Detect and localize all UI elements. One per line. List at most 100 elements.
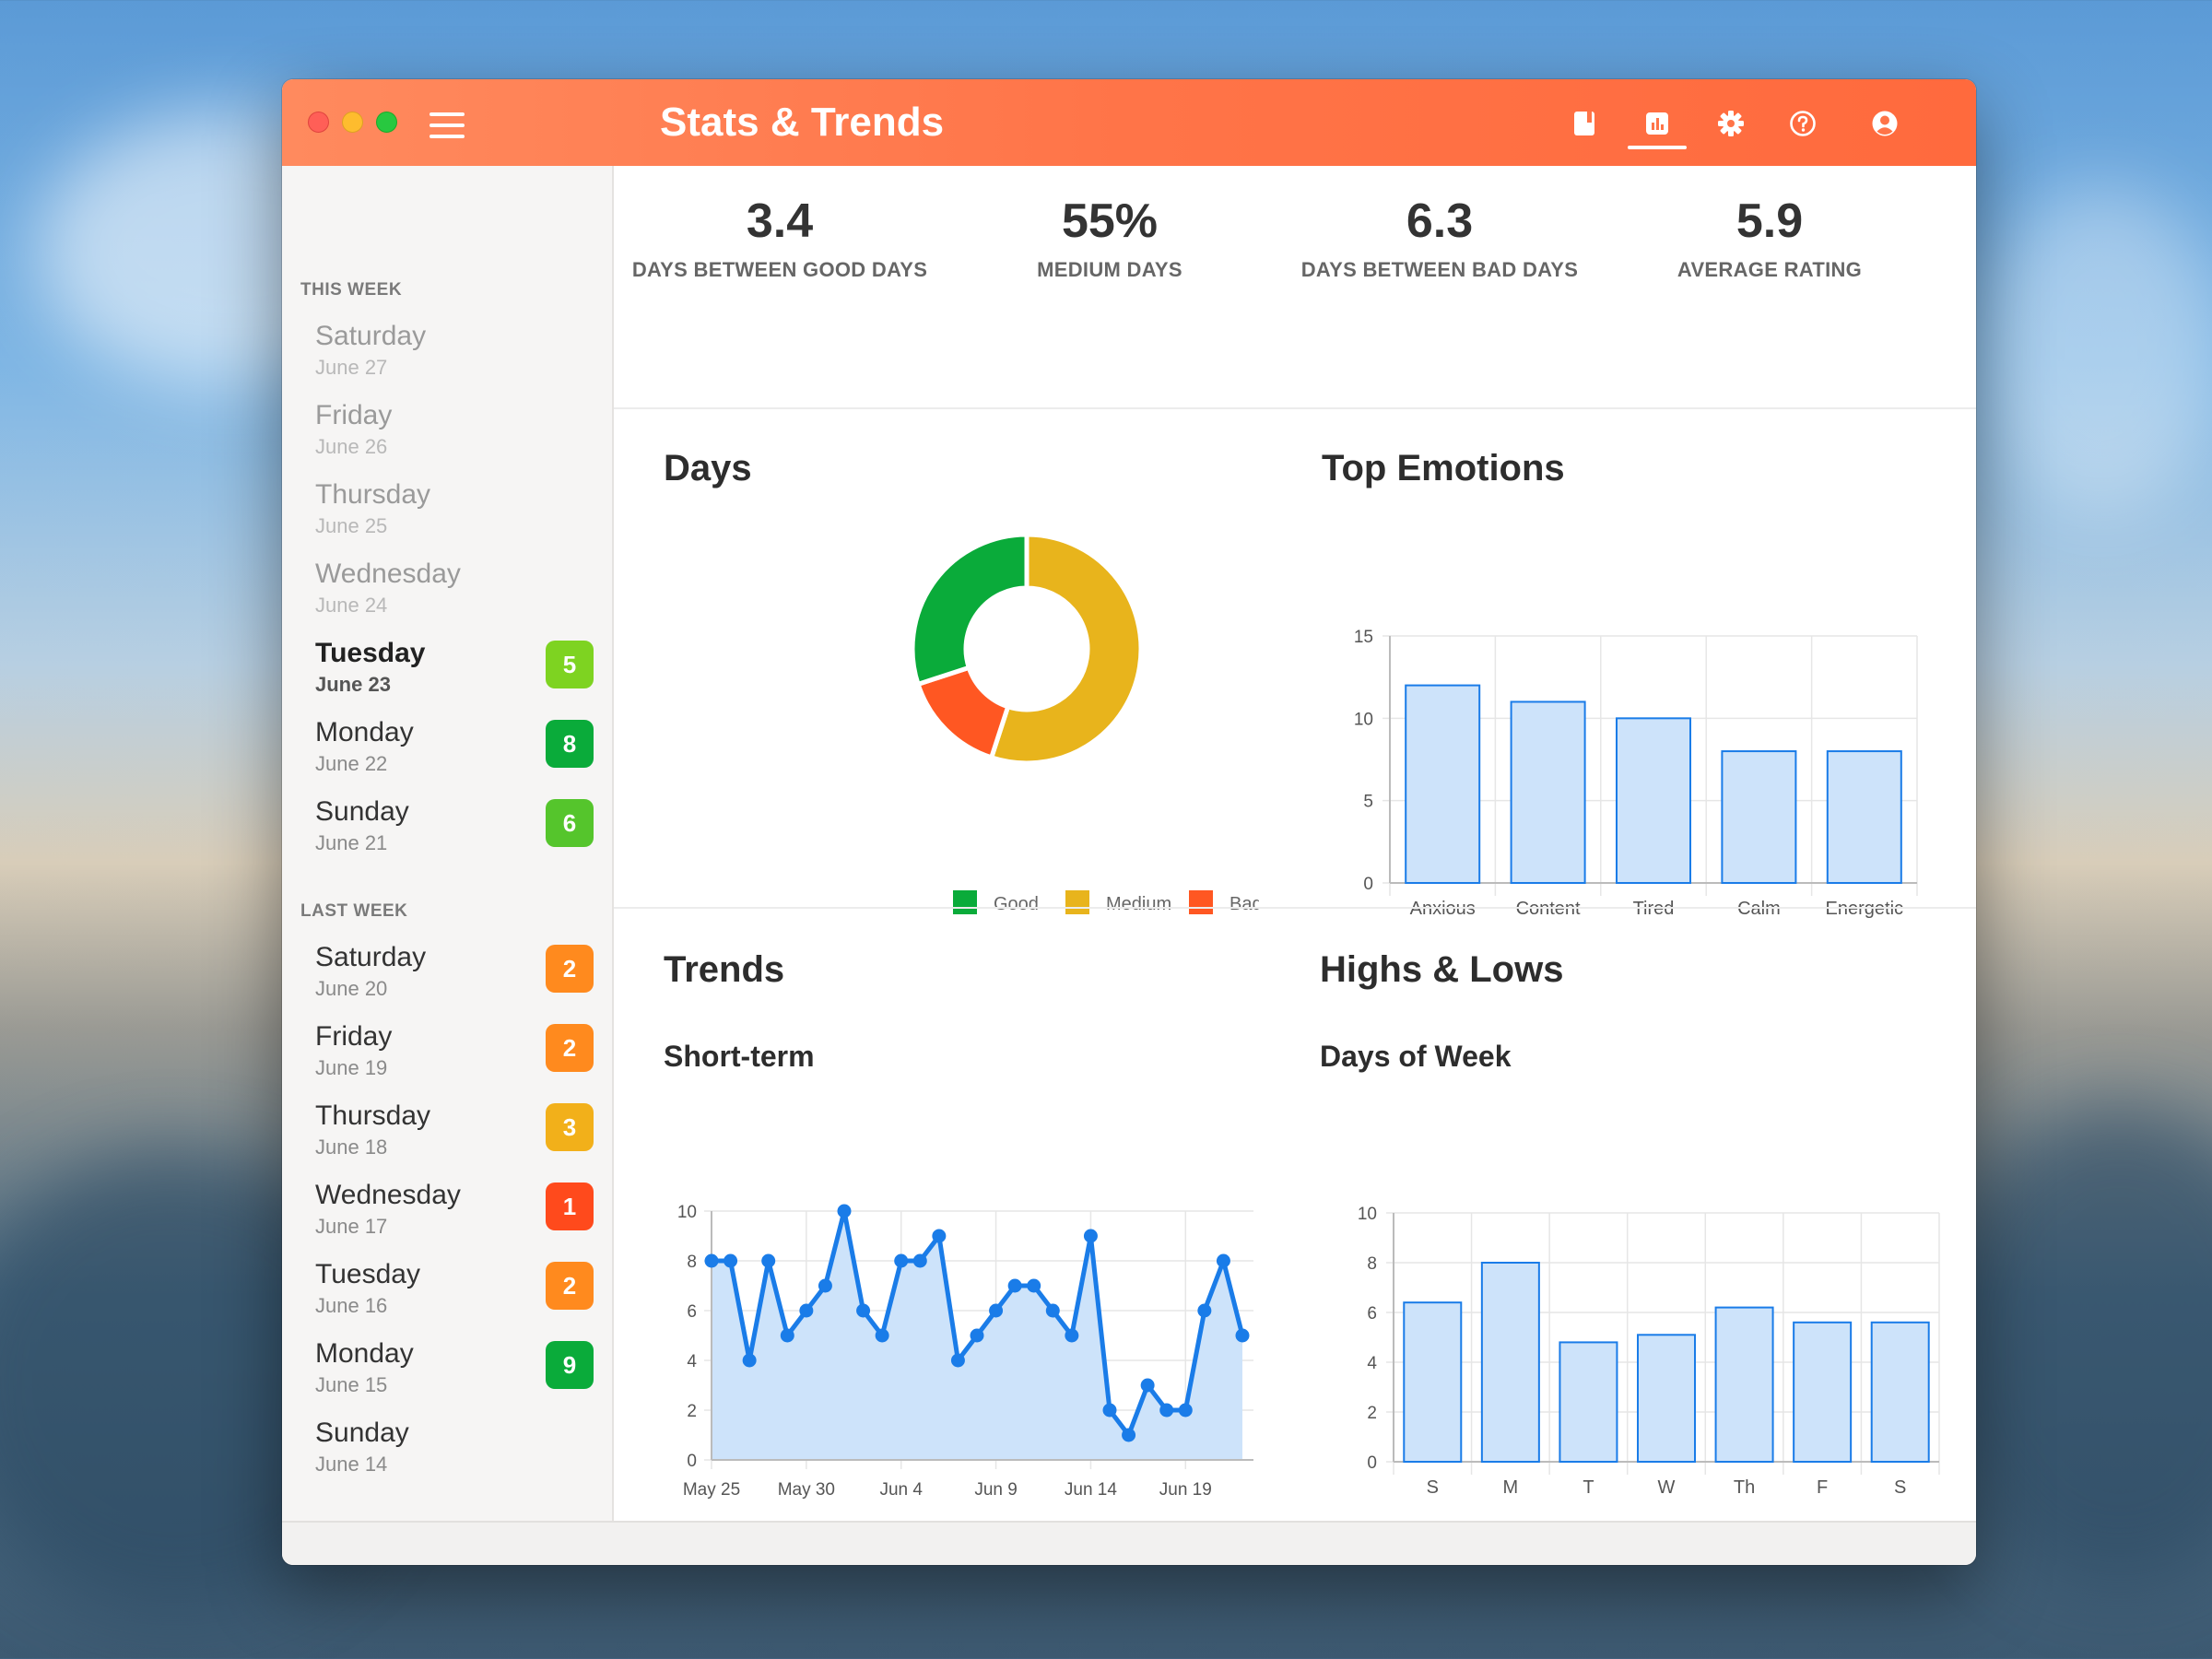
x-tick-label: M bbox=[1503, 1477, 1519, 1498]
data-point bbox=[894, 1253, 909, 1268]
bar bbox=[1870, 1321, 1930, 1463]
data-point bbox=[1197, 1303, 1212, 1318]
sidebar-day-item[interactable]: Sunday June 21 6 bbox=[282, 796, 612, 870]
app-window: Stats & Trends bbox=[282, 79, 1976, 1565]
top-emotions-heading: Top Emotions bbox=[1322, 448, 1565, 488]
rating-badge: 1 bbox=[546, 1182, 594, 1230]
x-tick-label: May 30 bbox=[778, 1480, 835, 1500]
day-date: June 16 bbox=[315, 1294, 388, 1317]
zoom-window-button[interactable] bbox=[376, 112, 397, 133]
day-date: June 17 bbox=[315, 1215, 388, 1238]
legend-swatch-medium bbox=[1065, 890, 1089, 914]
short-term-heading: Short-term bbox=[664, 1040, 815, 1073]
data-point bbox=[912, 1253, 927, 1268]
data-point bbox=[1007, 1278, 1022, 1293]
y-tick-label: 0 bbox=[1363, 875, 1373, 894]
sidebar-day-item[interactable]: Saturday June 27 bbox=[282, 321, 612, 394]
stat-value: 3.4 bbox=[746, 194, 814, 248]
y-tick-label: 8 bbox=[687, 1253, 697, 1272]
stat-label: AVERAGE RATING bbox=[1677, 258, 1863, 281]
menu-icon[interactable] bbox=[429, 112, 465, 138]
day-name: Wednesday bbox=[315, 1180, 461, 1210]
legend-label-bad: Bad bbox=[1230, 894, 1259, 914]
sidebar-day-item[interactable]: Wednesday June 17 1 bbox=[282, 1180, 612, 1253]
rating-badge: 2 bbox=[546, 1262, 594, 1310]
day-name: Monday bbox=[315, 717, 414, 747]
stats-icon[interactable] bbox=[1637, 103, 1677, 144]
day-date: June 25 bbox=[315, 514, 388, 537]
sidebar: THIS WEEK Saturday June 27 Friday June 26 Th… bbox=[282, 166, 614, 1559]
bar bbox=[1510, 700, 1586, 884]
stat-medium-days: 55% MEDIUM DAYS bbox=[944, 194, 1276, 282]
x-tick-label: S bbox=[1427, 1477, 1439, 1498]
sidebar-day-item[interactable]: Friday June 26 bbox=[282, 400, 612, 474]
y-tick-label: 2 bbox=[687, 1402, 697, 1421]
stat-days-between-bad: 6.3 DAYS BETWEEN BAD DAYS bbox=[1274, 194, 1606, 282]
this-week-label: THIS WEEK bbox=[300, 280, 403, 300]
sidebar-day-item[interactable]: Friday June 19 2 bbox=[282, 1021, 612, 1095]
sidebar-day-item[interactable]: Monday June 15 9 bbox=[282, 1338, 612, 1412]
bar bbox=[1721, 750, 1797, 884]
data-point bbox=[1102, 1403, 1117, 1418]
data-point bbox=[875, 1328, 889, 1343]
close-window-button[interactable] bbox=[308, 112, 329, 133]
data-point bbox=[780, 1328, 794, 1343]
stat-average-rating: 5.9 AVERAGE RATING bbox=[1604, 194, 1936, 282]
x-tick-label: Calm bbox=[1737, 899, 1781, 919]
day-name: Friday bbox=[315, 1021, 393, 1052]
x-tick-label: Anxious bbox=[1410, 899, 1476, 919]
days-of-week-heading: Days of Week bbox=[1320, 1040, 1512, 1073]
x-tick-label: S bbox=[1894, 1477, 1906, 1498]
sidebar-day-item[interactable]: Thursday June 18 3 bbox=[282, 1100, 612, 1174]
data-point bbox=[1159, 1403, 1174, 1418]
status-bar bbox=[282, 1521, 1976, 1565]
page-title: Stats & Trends bbox=[660, 100, 945, 145]
sidebar-day-item[interactable]: Tuesday June 23 5 bbox=[282, 638, 612, 712]
top-emotions-chart: 0 5 10 15 Anxious Content Tired Calm Energetic bbox=[1354, 628, 1918, 919]
journal-icon[interactable] bbox=[1564, 103, 1605, 144]
sidebar-day-item[interactable]: Thursday June 25 bbox=[282, 479, 612, 553]
x-tick-label: W bbox=[1658, 1477, 1676, 1498]
x-tick-label: May 25 bbox=[683, 1480, 740, 1500]
rating-badge: 3 bbox=[546, 1103, 594, 1151]
day-name: Saturday bbox=[315, 942, 427, 972]
day-name: Friday bbox=[315, 400, 393, 430]
data-point bbox=[761, 1253, 776, 1268]
last-week-label: LAST WEEK bbox=[300, 901, 408, 921]
legend-label-good: Good bbox=[994, 894, 1039, 914]
bar bbox=[1793, 1321, 1853, 1463]
day-name: Tuesday bbox=[315, 638, 426, 668]
bar bbox=[1616, 717, 1691, 884]
legend-label-medium: Medium bbox=[1106, 894, 1171, 914]
data-point bbox=[1216, 1253, 1230, 1268]
sidebar-day-item[interactable]: Wednesday June 24 bbox=[282, 559, 612, 632]
data-point bbox=[856, 1303, 871, 1318]
data-point bbox=[932, 1229, 947, 1243]
sidebar-day-item[interactable]: Monday June 22 8 bbox=[282, 717, 612, 791]
data-point bbox=[1235, 1328, 1250, 1343]
data-point bbox=[837, 1204, 852, 1218]
x-tick-label: T bbox=[1583, 1477, 1594, 1498]
y-tick-label: 6 bbox=[1367, 1304, 1377, 1324]
help-icon[interactable] bbox=[1783, 103, 1823, 144]
day-date: June 18 bbox=[315, 1135, 388, 1159]
y-tick-label: 10 bbox=[677, 1203, 697, 1222]
legend-swatch-good bbox=[953, 890, 977, 914]
account-icon[interactable] bbox=[1865, 103, 1905, 144]
rating-badge: 5 bbox=[546, 641, 594, 688]
bar bbox=[1826, 750, 1902, 884]
sidebar-day-item[interactable]: Saturday June 20 2 bbox=[282, 942, 612, 1016]
y-tick-label: 6 bbox=[687, 1302, 697, 1322]
data-point bbox=[799, 1303, 814, 1318]
minimize-window-button[interactable] bbox=[342, 112, 363, 133]
title-bar: Stats & Trends bbox=[282, 79, 1976, 166]
y-tick-label: 4 bbox=[687, 1352, 697, 1371]
day-date: June 14 bbox=[315, 1453, 388, 1476]
day-name: Monday bbox=[315, 1338, 414, 1369]
rating-badge: 8 bbox=[546, 720, 594, 768]
sidebar-day-item[interactable]: Tuesday June 16 2 bbox=[282, 1259, 612, 1333]
day-name: Tuesday bbox=[315, 1259, 420, 1289]
settings-icon[interactable] bbox=[1711, 103, 1751, 144]
day-date: June 19 bbox=[315, 1056, 388, 1079]
sidebar-day-item[interactable]: Sunday June 14 bbox=[282, 1418, 612, 1491]
